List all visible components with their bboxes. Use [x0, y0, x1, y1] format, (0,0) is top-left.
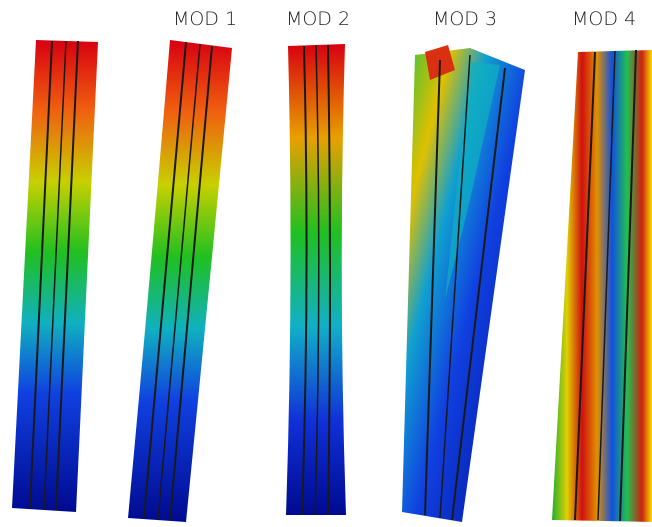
mode-label: MOD 1: [173, 8, 237, 30]
beam-mode-2: [286, 44, 346, 515]
mode-label: MOD 3: [433, 8, 497, 30]
labels: MOD 1 MOD 2 MOD 3 MOD 4: [173, 8, 636, 30]
beam-mode-4: [552, 50, 652, 522]
beam-mode-3: [402, 45, 525, 522]
beam-mode-1: [128, 40, 232, 522]
mode-label: MOD 4: [572, 8, 636, 30]
beam-undeformed: [12, 40, 98, 512]
mode-shapes-figure: MOD 1 MOD 2 MOD 3 MOD 4: [0, 0, 652, 527]
page: MOD 1 MOD 2 MOD 3 MOD 4 (() => { const: [0, 0, 652, 527]
mode-label: MOD 2: [286, 8, 350, 30]
